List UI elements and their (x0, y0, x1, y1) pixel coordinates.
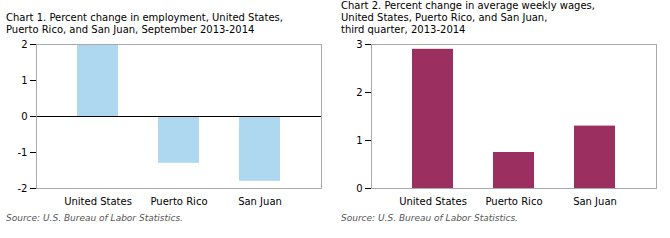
svg-text:Puerto Rico: Puerto Rico (150, 196, 207, 207)
svg-text:2: 2 (356, 87, 362, 98)
svg-text:1: 1 (356, 135, 362, 146)
svg-text:-2: -2 (18, 183, 28, 194)
svg-text:0: 0 (21, 111, 27, 122)
svg-text:Puerto Rico: Puerto Rico (485, 196, 542, 207)
html-text:Source: U.S. Bureau of Labor S: Source: U.S. Bureau of Labor Statistics. (6, 213, 183, 223)
svg-text:1: 1 (21, 75, 27, 86)
svg-text:-1: -1 (18, 147, 28, 158)
svg-text:3: 3 (356, 39, 362, 50)
html-text:Chart 1. Percent change in emp: Chart 1. Percent change in employment, U… (6, 12, 283, 35)
svg-text:2: 2 (21, 39, 27, 50)
html-text:Source: U.S. Bureau of Labor S: Source: U.S. Bureau of Labor Statistics. (341, 213, 518, 223)
html-text:Chart 2. Percent change in ave: Chart 2. Percent change in average weekl… (341, 0, 595, 35)
svg-text:0: 0 (356, 183, 362, 194)
svg-text:San Juan: San Juan (238, 196, 282, 207)
svg-text:United States: United States (64, 196, 132, 207)
svg-text:San Juan: San Juan (573, 196, 617, 207)
svg-text:United States: United States (399, 196, 467, 207)
